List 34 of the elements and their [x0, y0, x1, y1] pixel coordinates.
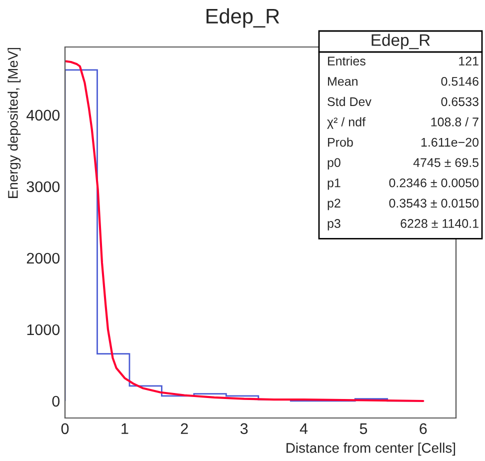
y-tick-label: 3000	[26, 181, 60, 192]
annotation: 0.2346 ± 0.0050	[389, 178, 479, 188]
y-tick-label: 2000	[26, 252, 60, 264]
x-tick-label: 1	[122, 423, 128, 434]
annotation: p3	[328, 219, 340, 230]
annotation: Std Dev	[328, 96, 372, 106]
annotation: 0.6533	[441, 97, 478, 106]
y-axis-title: Energy deposited, [MeV]	[8, 48, 21, 198]
text: 121	[459, 56, 478, 66]
y-tick-label: 4000	[26, 110, 60, 121]
y-tick-label: 1000	[27, 324, 60, 336]
x-tick-label: 4	[300, 423, 308, 434]
y-tick-label: 0	[52, 396, 60, 407]
annotation: Entries	[328, 56, 366, 66]
annotation: Mean	[328, 77, 358, 86]
x-axis-title: Distance from center [Cells]	[286, 442, 456, 456]
annotation: p2	[328, 198, 340, 210]
chart-title: Edep_R	[206, 8, 280, 28]
x-tick-label: 0	[61, 423, 69, 434]
annotation: 0.3543 ± 0.0150	[389, 198, 479, 208]
x-tick-label: 3	[240, 423, 248, 434]
x-tick-label: 6	[420, 423, 427, 434]
annotation: χ² / ndf	[327, 117, 366, 129]
annotation: p0	[328, 158, 340, 170]
x-tick-label: 2	[180, 423, 188, 434]
annotation: 108.8 / 7	[431, 117, 478, 126]
annotation: p1	[328, 178, 340, 190]
annotation: 1.611e−20	[421, 138, 479, 147]
x-tick-label: 5	[360, 423, 368, 434]
annotation: Edep_R	[372, 34, 430, 50]
annotation: Prob	[328, 138, 353, 147]
annotation: 4745 ± 69.5	[413, 158, 478, 168]
annotation: 6228 ± 1140.1	[400, 219, 478, 228]
annotation: 0.5146	[441, 76, 478, 86]
